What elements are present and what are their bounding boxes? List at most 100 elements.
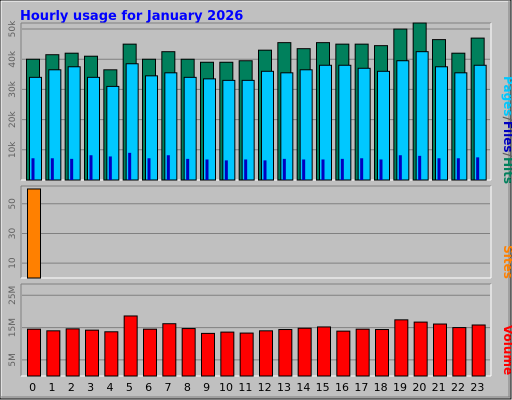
volume-bar [104,331,119,377]
volume-bar [297,327,312,377]
volume-bar [336,330,351,377]
volume-tick-label: 15M [8,318,18,337]
files-bar [454,72,468,181]
sites-tick-label: 10 [8,257,18,269]
sites-axis-label: Sites [501,245,512,279]
axis-label-part: Hits [501,157,512,184]
pages-bar [186,158,190,180]
files-bar [396,60,410,181]
volume-bar [259,330,273,377]
pages-bar [244,159,248,180]
pages-bar [147,158,151,180]
volume-panel: 5M 15M 25M [8,283,492,377]
pages-bar [456,158,460,180]
hour-tick-label: 0 [29,381,36,394]
files-bar [164,72,178,181]
hour-tick-label: 4 [107,381,114,394]
pages-bar [224,160,228,180]
hour-tick-label: 15 [316,381,330,394]
volume-bar [375,329,389,377]
hour-tick-label: 10 [219,381,233,394]
hour-tick-label: 7 [165,381,172,394]
hour-tick-label: 23 [470,381,484,394]
hour-tick-label: 16 [335,381,349,394]
chart-title: Hourly usage for January 2026 [20,9,243,24]
hour-tick-label: 9 [203,381,210,394]
pages-bar [31,158,35,180]
hour-tick-label: 11 [238,381,252,394]
hits-files-pages-axis-label: Pages/Files/Hits [501,76,512,184]
hour-tick-label: 14 [296,381,310,394]
volume-bar [220,331,235,377]
pages-bar [302,159,306,180]
files-bar [319,64,332,181]
sites-plot-area [21,186,491,278]
files-bar [48,69,62,181]
pages-bar [398,155,402,180]
hits-files-pages-tick-label: 30k [8,80,18,97]
hits-files-pages-tick-label: 40k [8,50,18,67]
hour-tick-label: 19 [393,381,407,394]
hits-files-pages-panel: 10k 20k 30k 40k 50k [8,20,492,181]
hour-tick-label: 20 [412,381,426,394]
pages-bar [205,159,209,180]
hour-tick-label: 18 [374,381,388,394]
volume-axis-label: Volume [501,325,512,375]
sites-panel: 10 30 50 [8,185,492,279]
files-bar [473,64,487,181]
volume-bar [471,324,486,377]
volume-bar [413,321,428,377]
volume-bar [278,329,293,377]
files-bar [183,76,197,181]
volume-tick-label: 5M [8,353,18,367]
volume-bar [27,328,41,377]
hour-tick-label: 13 [277,381,291,394]
files-bar [377,70,390,181]
files-bar [435,66,448,181]
pages-bar [108,156,112,180]
files-bar [67,66,81,181]
pages-bar [476,157,480,180]
sites-tick-label: 30 [8,227,18,239]
files-bar [415,51,429,181]
pages-bar [360,158,364,180]
sites-bar [27,188,41,279]
volume-bar [85,329,99,377]
pages-bar [379,159,383,180]
files-bar [299,69,313,181]
volume-bar [46,330,61,377]
pages-bar [321,159,325,180]
volume-bar [162,323,177,377]
volume-plot-area [21,284,491,376]
files-bar [241,79,255,181]
files-bar [106,85,120,181]
hour-tick-label: 17 [354,381,368,394]
hits-files-pages-tick-label: 50k [8,20,18,37]
pages-bar [89,155,93,180]
volume-bar [201,332,215,377]
hour-tick-label: 2 [68,381,75,394]
hits-files-pages-tick-label: 10k [8,141,18,158]
volume-bar [433,323,447,377]
sites-tick-label: 50 [8,198,18,210]
pages-bar [128,152,132,180]
volume-bar [181,328,196,377]
files-bar [145,75,158,181]
files-bar [261,70,274,181]
pages-bar [282,158,286,180]
hour-tick-label: 22 [451,381,465,394]
files-bar [338,64,352,181]
axis-label-part: / [501,116,512,121]
pages-bar [50,158,54,180]
volume-bar [394,319,409,377]
hits-files-pages-tick-label: 20k [8,110,18,127]
volume-bar [65,328,80,377]
files-bar [125,63,139,181]
volume-bar [239,332,254,377]
files-bar [29,76,42,181]
volume-bar [143,328,157,377]
files-bar [87,76,100,181]
pages-bar [340,158,344,180]
hour-tick-label: 3 [87,381,94,394]
